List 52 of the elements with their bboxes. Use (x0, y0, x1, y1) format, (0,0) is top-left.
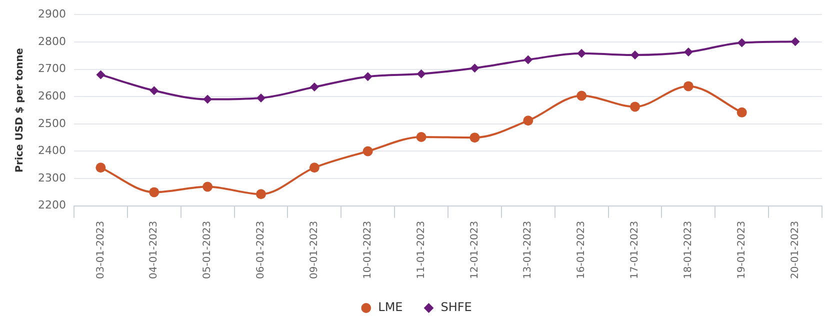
x-tick-label: 03-01-2023 (95, 220, 106, 280)
point (577, 48, 586, 58)
point (203, 94, 212, 104)
point (416, 132, 426, 142)
point (523, 116, 534, 126)
point (736, 107, 747, 118)
point (737, 38, 746, 48)
x-tick-label: 16-01-2023 (576, 220, 588, 280)
point (683, 81, 694, 92)
x-tick-label: 20-01-2023 (790, 220, 801, 280)
y-tick-label: 2300 (38, 171, 66, 184)
point (790, 37, 800, 46)
x-tick-label: 13-01-2023 (522, 220, 534, 280)
point (256, 189, 266, 200)
y-tick-label: 2400 (38, 144, 66, 158)
legend-label: SHFE (440, 300, 472, 314)
y-tick-label: 2600 (38, 89, 66, 102)
legend-label: LME (378, 300, 403, 314)
point (96, 70, 106, 80)
x-tick-label: 05-01-2023 (202, 220, 214, 280)
x-tick-label: 04-01-2023 (148, 220, 160, 280)
point (470, 64, 480, 73)
x-tick-label: 11-01-2023 (416, 220, 427, 280)
x-tick-label: 06-01-2023 (256, 220, 267, 280)
point (362, 146, 373, 156)
point (150, 86, 159, 96)
y-tick-label: 2200 (38, 198, 66, 212)
point (630, 50, 640, 60)
point (470, 132, 480, 143)
y-tick-label: 2700 (38, 62, 66, 76)
point (363, 72, 372, 82)
point (416, 69, 426, 78)
x-tick-label: 18-01-2023 (683, 220, 694, 280)
point (256, 93, 266, 102)
point (630, 102, 640, 112)
x-tick-label: 17-01-2023 (630, 220, 641, 280)
point (96, 162, 106, 173)
x-tick-label: 09-01-2023 (309, 220, 320, 280)
point (576, 90, 587, 101)
y-tick-label: 2800 (38, 34, 66, 48)
x-tick-label: 12-01-2023 (469, 220, 480, 280)
y-axis-title: Price USD $ per tonne (14, 48, 26, 172)
point (149, 187, 160, 198)
x-tick-label: 10-01-2023 (362, 220, 374, 280)
y-tick-label: 2500 (38, 116, 66, 130)
point (684, 48, 693, 57)
y-tick-label: 2900 (38, 7, 66, 20)
point (310, 82, 319, 92)
point (202, 182, 213, 192)
point (524, 55, 533, 64)
point (309, 162, 320, 173)
x-tick-label: 19-01-2023 (736, 220, 748, 280)
